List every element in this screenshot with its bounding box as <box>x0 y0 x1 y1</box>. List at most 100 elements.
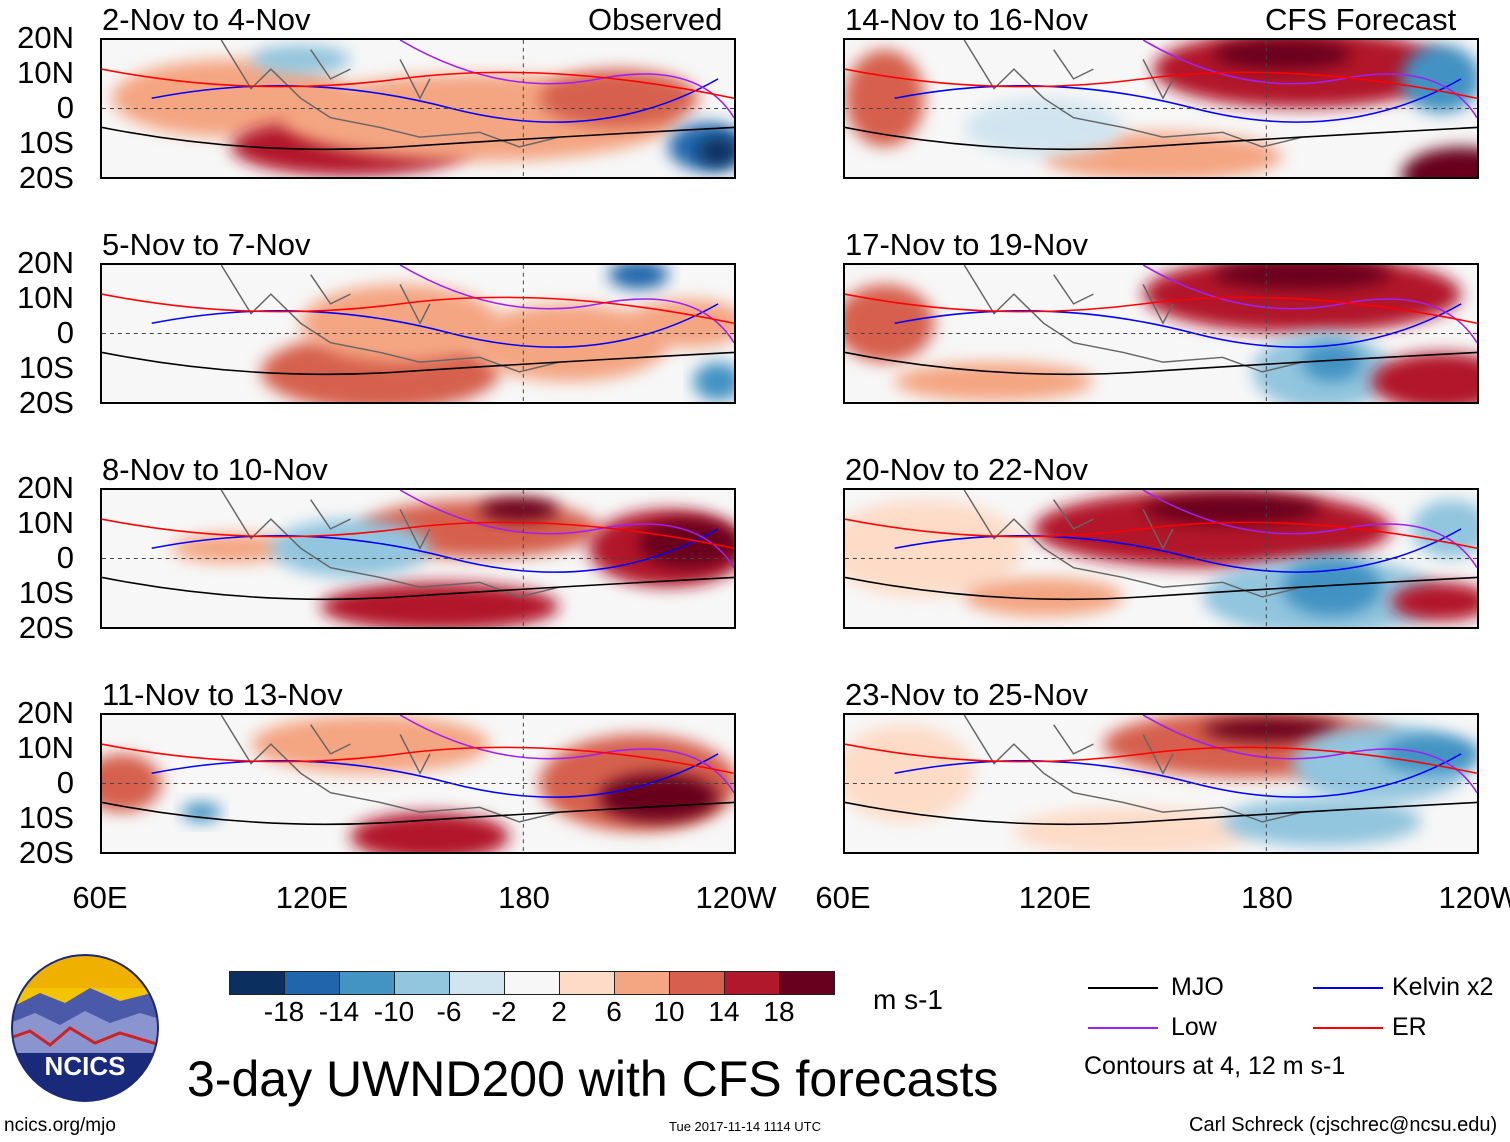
wind-anomaly-region <box>1401 146 1477 177</box>
low-contour <box>1142 715 1477 794</box>
low-contour <box>399 40 734 119</box>
panel-title: 11-Nov to 13-Nov <box>102 677 343 712</box>
x-tick-label: 180 <box>1241 880 1293 915</box>
y-tick-label: 10N <box>17 55 74 90</box>
colorbar-swatch <box>560 972 615 994</box>
y-tick-label: 0 <box>56 90 74 125</box>
mjo-contour <box>102 351 734 376</box>
coastline <box>963 715 1303 823</box>
wind-anomaly-region <box>845 724 975 822</box>
wind-anomaly-region <box>1302 342 1362 382</box>
legend-er: ER <box>1392 1013 1427 1041</box>
legend-line-mjo <box>1088 987 1158 989</box>
x-tick-label: 120E <box>275 880 349 915</box>
er-contour <box>845 293 1477 325</box>
y-tick-label: 20S <box>18 835 74 870</box>
colorbar-swatch <box>450 972 505 994</box>
mjo-contour <box>845 126 1477 151</box>
coastline <box>963 40 1303 148</box>
wind-anomaly-region <box>845 49 925 147</box>
low-contour <box>1142 265 1477 344</box>
coastline <box>220 490 560 598</box>
coastline <box>220 265 560 373</box>
coastline <box>963 265 1303 373</box>
footer-timestamp: Tue 2017-11-14 1114 UTC <box>669 1119 821 1134</box>
wind-anomaly-region <box>698 137 734 167</box>
wind-anomaly-region <box>300 284 500 363</box>
observed-header: Observed <box>588 2 723 37</box>
panel-title: 20-Nov to 22-Nov <box>845 452 1088 487</box>
footer-credit: Carl Schreck (cjschrec@ncsu.edu) <box>1189 1114 1498 1136</box>
wind-anomaly-region <box>608 265 669 290</box>
wind-anomaly-region <box>598 773 719 822</box>
colorbar-swatch <box>780 972 834 994</box>
coastline <box>220 715 560 823</box>
wind-anomaly-region <box>628 299 734 348</box>
wind-anomaly-region <box>320 582 560 627</box>
y-tick-label: 20S <box>18 610 74 645</box>
wind-anomaly-region <box>102 753 162 813</box>
colorbar-label: 6 <box>606 996 622 1027</box>
legend-mjo: MJO <box>1171 973 1224 1001</box>
y-tick-label: 20N <box>17 695 74 730</box>
colorbar-label: -14 <box>318 996 360 1027</box>
low-contour <box>399 490 734 569</box>
wind-anomaly-region <box>845 284 935 363</box>
colorbar-swatch <box>615 972 670 994</box>
map-panel <box>100 488 736 629</box>
map-panel <box>843 263 1479 404</box>
wind-anomaly-region <box>251 715 490 774</box>
colorbar-swatch <box>230 972 285 994</box>
y-tick-label: 20N <box>17 20 74 55</box>
x-tick-label: 120E <box>1018 880 1092 915</box>
y-tick-label: 20S <box>18 160 74 195</box>
y-tick-label: 10N <box>17 505 74 540</box>
coastline <box>220 40 560 148</box>
wind-anomaly-region <box>350 812 510 852</box>
low-contour <box>1142 40 1477 119</box>
y-tick-label: 10N <box>17 280 74 315</box>
wind-anomaly-region <box>1202 717 1342 742</box>
footer-url[interactable]: ncics.org/mjo <box>4 1115 116 1136</box>
kelvin-contour <box>151 528 719 573</box>
wind-anomaly-region <box>539 69 699 128</box>
y-tick-label: 20N <box>17 470 74 505</box>
colorbar-label: -2 <box>491 996 517 1027</box>
er-contour <box>102 518 734 550</box>
panel-title: 23-Nov to 25-Nov <box>845 677 1088 712</box>
y-tick-label: 0 <box>56 315 74 350</box>
legend-line-kelvin <box>1313 987 1383 989</box>
panel-title: 17-Nov to 19-Nov <box>845 227 1088 262</box>
panel-title: 2-Nov to 4-Nov <box>102 2 311 37</box>
colorbar-label: -6 <box>436 996 462 1027</box>
wind-anomaly-region <box>964 98 1124 157</box>
y-tick-label: 10S <box>18 800 74 835</box>
legend-line-er <box>1313 1027 1383 1029</box>
x-tick-label: 120W <box>695 880 777 915</box>
colorbar-units: m s-1 <box>873 984 943 1015</box>
wind-anomaly-region <box>845 499 1024 597</box>
er-contour <box>102 68 734 100</box>
legend-kelvin: Kelvin x2 <box>1392 973 1494 1001</box>
wind-anomaly-region <box>1212 40 1352 70</box>
colorbar-swatch <box>725 972 780 994</box>
map-panel <box>100 263 736 404</box>
kelvin-contour <box>151 78 719 123</box>
x-tick-label: 120W <box>1438 880 1510 915</box>
wind-anomaly-region <box>251 44 351 75</box>
y-tick-label: 10S <box>18 350 74 385</box>
kelvin-contour <box>151 753 719 798</box>
colorbar-label: -18 <box>263 996 305 1027</box>
colorbar-label: -10 <box>373 996 415 1027</box>
colorbar-swatch <box>395 972 450 994</box>
x-tick-label: 180 <box>498 880 550 915</box>
low-contour <box>399 265 734 344</box>
colorbar-swatch <box>670 972 725 994</box>
colorbar-label: 14 <box>708 996 740 1027</box>
low-contour <box>1142 490 1477 569</box>
wind-anomaly-region <box>1013 807 1253 852</box>
wind-anomaly-region <box>964 577 1124 617</box>
wind-anomaly-region <box>1391 582 1477 622</box>
legend-line-low <box>1088 1027 1158 1029</box>
mjo-contour <box>102 126 734 151</box>
